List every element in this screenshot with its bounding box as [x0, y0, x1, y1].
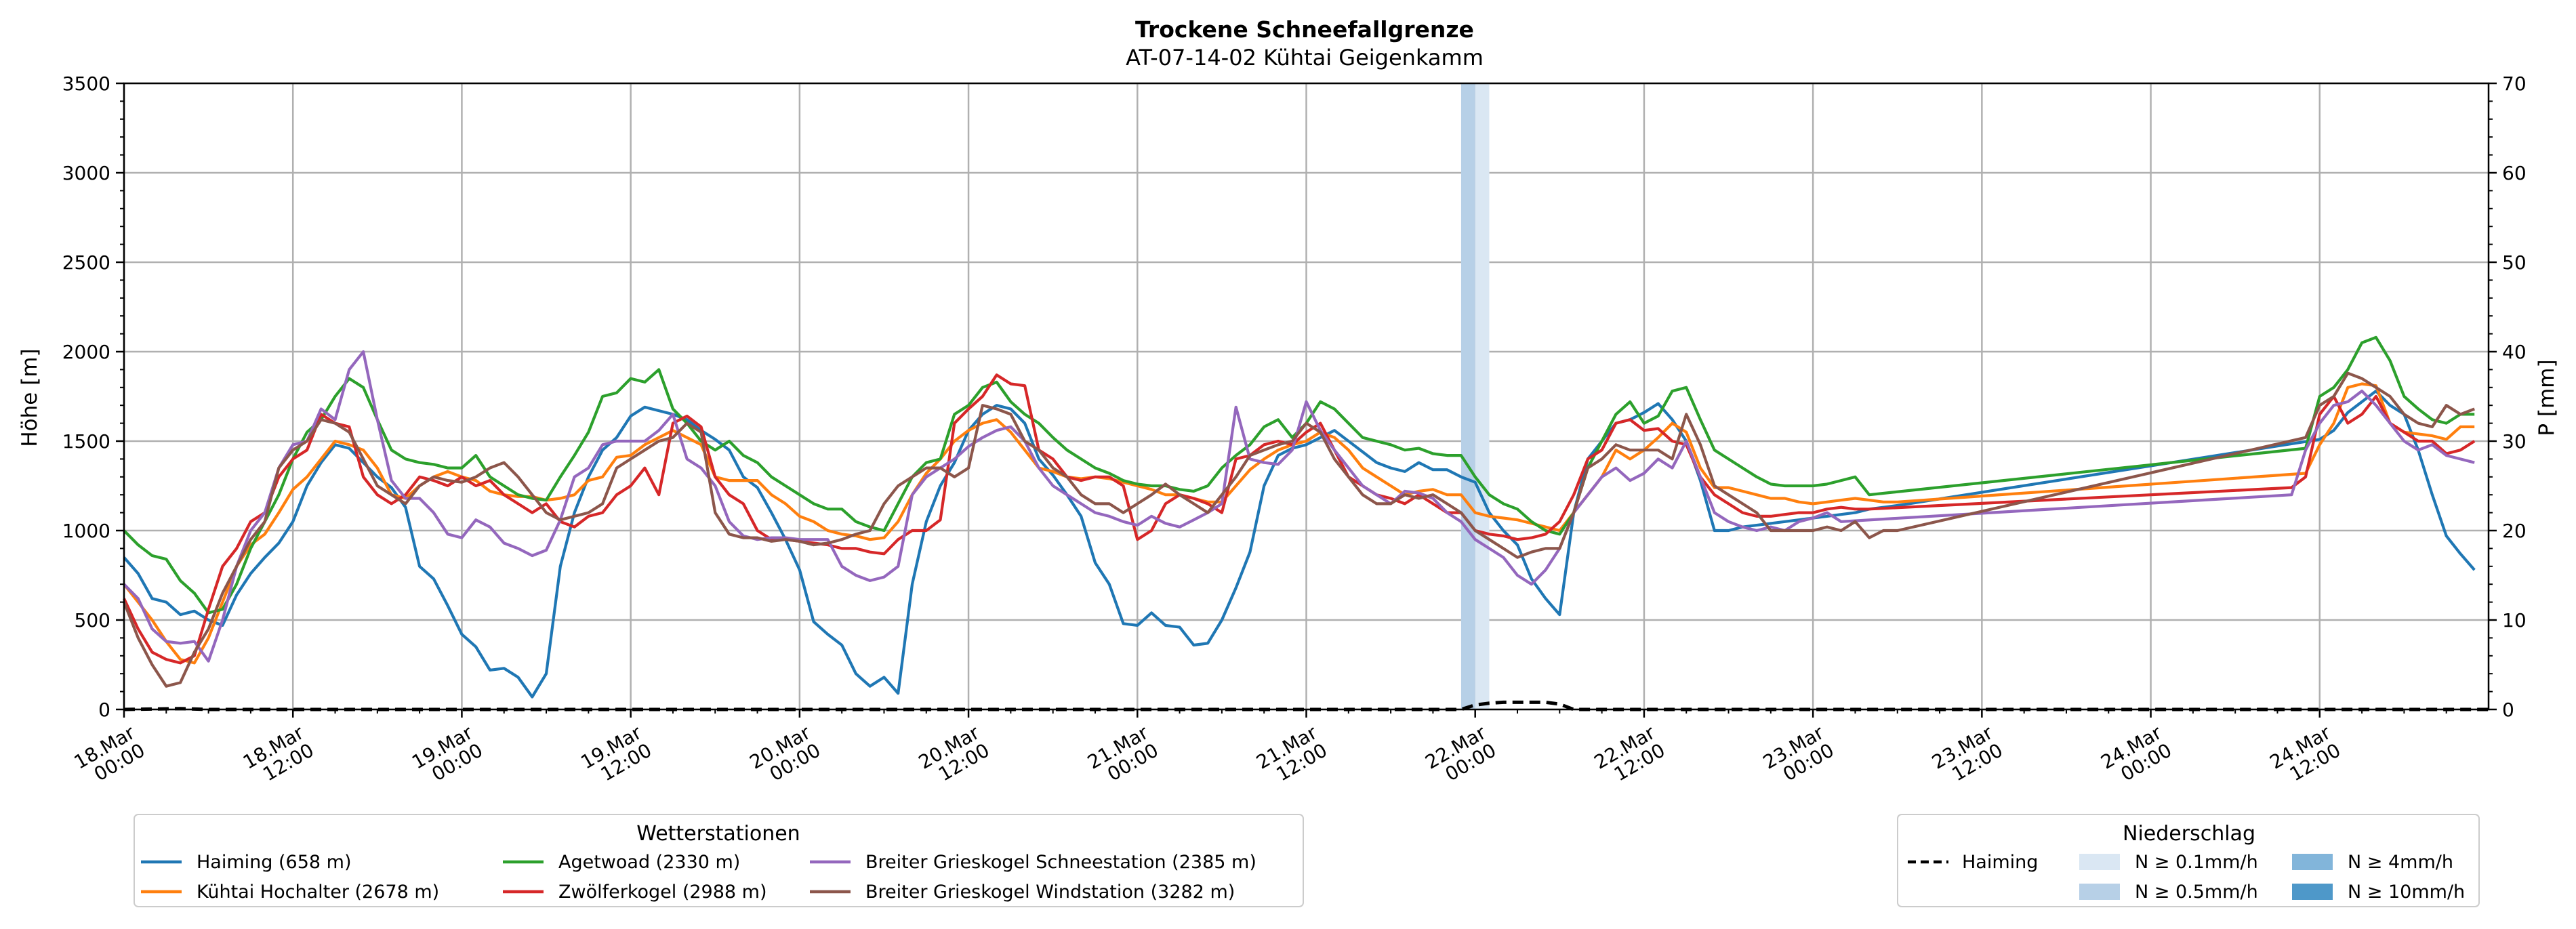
y-tick-label: 1500 — [62, 430, 110, 453]
y2-tick-label: 30 — [2502, 430, 2527, 453]
legend-stations-frame — [134, 814, 1304, 907]
chart-subtitle: AT-07-14-02 Kühtai Geigenkamm — [1126, 45, 1484, 70]
legend-precip-items: N ≥ 0.1mm/h N ≥ 0.5mm/h N ≥ 4mm/h N ≥ 10mm/… — [2079, 852, 2465, 903]
y-tick-label: 0 — [98, 699, 110, 721]
series-line-5 — [123, 350, 2475, 663]
legend-station-label: Agetwoad (2330 m) — [558, 852, 740, 873]
legend-precip-label: N ≥ 0.1mm/h — [2135, 852, 2258, 873]
precip-line-haiming — [123, 700, 2489, 711]
y-tick-label: 2500 — [62, 251, 110, 274]
legend-stations-title: Wetterstationen — [636, 822, 800, 846]
legend-station-label: Haiming (658 m) — [197, 852, 351, 873]
legend-station-label: Breiter Grieskogel Windstation (3282 m) — [865, 882, 1235, 903]
legend-precip-swatch — [2292, 854, 2333, 870]
series-lines — [123, 335, 2489, 711]
y2-tick-label: 60 — [2502, 162, 2527, 184]
legend-station-label: Kühtai Hochalter (2678 m) — [197, 882, 439, 903]
legend-station-label: Zwölferkogel (2988 m) — [558, 882, 767, 903]
legend-precip-line-label: Haiming — [1962, 852, 2038, 873]
legend-precip-label: N ≥ 4mm/h — [2348, 852, 2453, 873]
y2-tick-label: 50 — [2502, 251, 2527, 274]
y-tick-label: 3000 — [62, 162, 110, 184]
y2-tick-label: 40 — [2502, 341, 2527, 363]
precip-bar — [1475, 83, 1490, 709]
legend-precip-frame — [1897, 814, 2480, 907]
chart-title: Trockene Schneefallgrenze — [1135, 16, 1474, 43]
legend-station-label: Breiter Grieskogel Schneestation (2385 m… — [865, 852, 1256, 873]
legend-precip-label: N ≥ 0.5mm/h — [2135, 882, 2258, 903]
legend-precip-swatch — [2079, 884, 2120, 900]
legend-stations-items: Haiming (658 m) Kühtai Hochalter (2678 m)… — [141, 852, 1256, 903]
legend-stations: Wetterstationen Haiming (658 m) Kühtai Ho… — [134, 814, 1304, 907]
y2-tick-label: 0 — [2502, 699, 2514, 721]
y2-axis-label: P [mm] — [2535, 359, 2559, 436]
legend-precip: Niederschlag Haiming N ≥ 0.1mm/h N ≥ 0.5m… — [1897, 814, 2480, 907]
series-line-6 — [123, 371, 2475, 688]
precip-bar — [1460, 83, 1475, 709]
y2-tick-label: 10 — [2502, 609, 2527, 632]
y-tick-label: 1000 — [62, 520, 110, 542]
legend-precip-label: N ≥ 10mm/h — [2348, 882, 2465, 903]
y-tick-label: 3500 — [62, 73, 110, 95]
y2-tick-label: 20 — [2502, 520, 2527, 542]
legend-precip-swatch — [2079, 854, 2120, 870]
y-axis-label: Höhe [m] — [18, 348, 42, 447]
legend-precip-title: Niederschlag — [2123, 822, 2255, 846]
y2-tick-label: 70 — [2502, 73, 2527, 95]
series-line-4 — [123, 373, 2476, 665]
y-tick-label: 2000 — [62, 341, 110, 363]
precip-bars — [1460, 83, 1490, 709]
legend-precip-swatch — [2292, 884, 2333, 900]
y-tick-label: 500 — [75, 609, 110, 632]
series-line-3 — [123, 335, 2475, 615]
